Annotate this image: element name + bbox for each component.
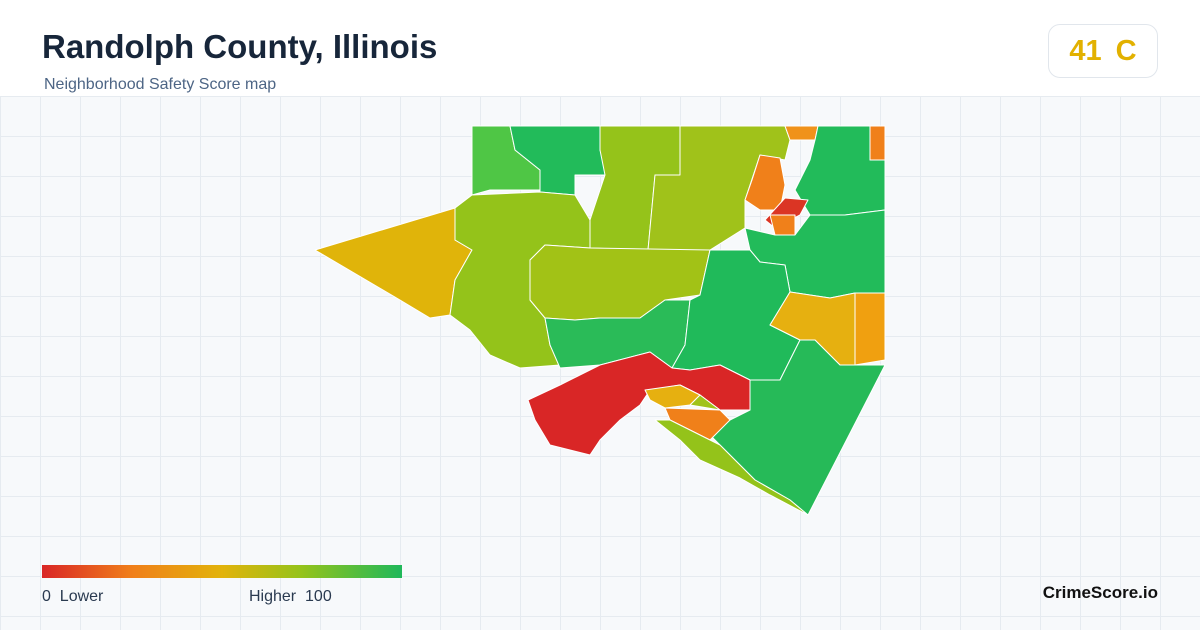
- brand: CrimeScore.io: [1042, 583, 1158, 602]
- score-grade: C: [1115, 34, 1137, 67]
- legend-max-label: Higher: [249, 588, 297, 605]
- legend-gradient: [42, 565, 402, 578]
- subtitle: Neighborhood Safety Score map: [44, 76, 277, 93]
- header-band: [0, 0, 1200, 96]
- region: [854, 292, 886, 366]
- score-value: 41: [1069, 34, 1102, 67]
- region: [784, 125, 819, 141]
- legend-max: 100: [305, 588, 332, 605]
- title: Randolph County, Illinois: [42, 28, 438, 65]
- legend-min: 0: [42, 588, 51, 605]
- region: [769, 214, 796, 236]
- regions: [314, 125, 886, 516]
- region: [314, 194, 473, 319]
- legend-high: Higher 100: [249, 588, 332, 606]
- region: [744, 154, 786, 211]
- legend-min-label: Lower: [59, 588, 104, 605]
- region: [689, 394, 721, 411]
- legend-low: 0 Lower: [42, 588, 103, 606]
- region: [654, 419, 809, 516]
- region: [869, 125, 886, 161]
- score-badge: 41 C: [1048, 24, 1158, 78]
